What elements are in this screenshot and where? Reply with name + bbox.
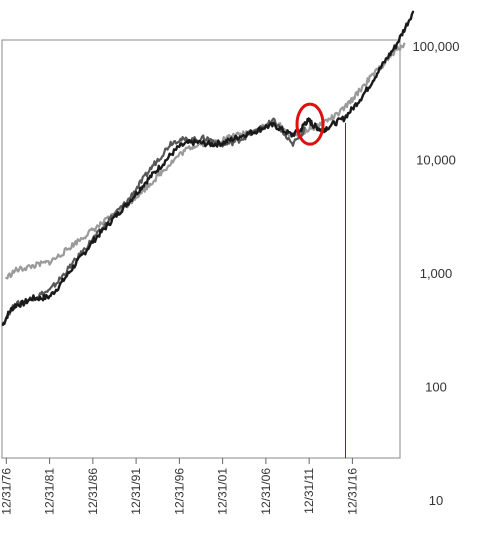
highlight-ellipse <box>295 102 325 146</box>
y-tick-label: 10 <box>429 493 443 508</box>
marker-layer <box>295 102 346 458</box>
plot-frame <box>1 39 401 459</box>
series-line-2 <box>5 117 306 320</box>
series-line-3 <box>5 42 406 280</box>
y-tick-label: 1,000 <box>420 266 453 281</box>
y-tick-label: 10,000 <box>416 153 456 168</box>
y-tick-label: 100,000 <box>413 39 460 54</box>
series-line-1 <box>1 10 415 326</box>
y-axis: 10 100 1,000 10,000 100,000 <box>413 39 460 508</box>
x-tick-label: 12/31/76 <box>0 468 13 515</box>
x-tick-label: 12/31/06 <box>259 468 273 515</box>
x-tick-label: 12/31/16 <box>345 468 359 515</box>
y-tick-label: 100 <box>425 380 447 395</box>
x-tick-label: 12/31/86 <box>86 468 100 515</box>
x-tick-label: 12/31/96 <box>172 468 186 515</box>
x-tick-label: 12/31/01 <box>216 468 230 515</box>
x-tick-label: 12/31/91 <box>129 468 143 515</box>
series-layer <box>1 10 415 326</box>
x-axis: 12/31/76 12/31/81 12/31/86 12/31/91 12/31/96… <box>0 458 359 515</box>
x-tick-label: 12/31/11 <box>302 468 316 514</box>
x-tick-label: 12/31/81 <box>43 468 57 515</box>
